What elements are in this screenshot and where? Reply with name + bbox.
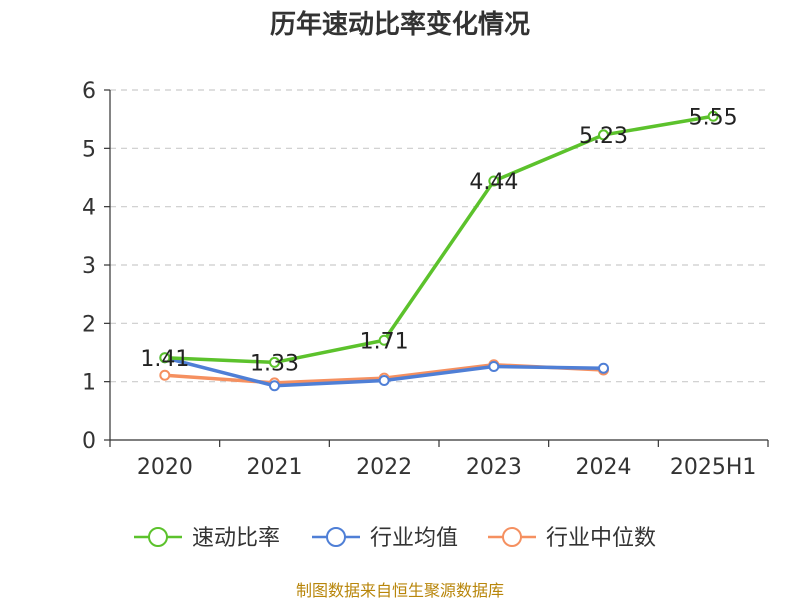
y-tick-label: 0: [82, 429, 96, 454]
axes: 0 1 2 3 4 5 6 2020 2021 2022 2023 2024 2025H1: [82, 79, 769, 480]
x-tick-label: 2023: [466, 455, 522, 480]
data-point: [598, 362, 609, 374]
data-point: [488, 175, 500, 187]
data-label: 1.41: [140, 347, 189, 372]
chart-title: 历年速动比率变化情况: [270, 9, 530, 40]
grid-lines: [110, 89, 768, 383]
data-point: [378, 334, 390, 346]
series-line-0: [164, 114, 714, 365]
y-tick-label: 4: [82, 196, 96, 221]
legend-marker: [148, 527, 168, 547]
data-label: 1.33: [250, 351, 299, 376]
data-point: [378, 375, 390, 386]
legend-label: 行业中位数: [546, 526, 656, 551]
legend-marker: [326, 527, 346, 547]
data-point: [488, 361, 500, 372]
y-tick-label: 2: [82, 312, 96, 337]
data-point: [159, 369, 171, 381]
y-tick-label: 6: [82, 79, 96, 104]
series-layer: [159, 110, 719, 392]
data-label: 5.55: [689, 105, 738, 130]
source-note: 制图数据来自恒生聚源数据库: [296, 581, 504, 600]
x-tick-label: 2020: [137, 455, 193, 480]
data-point: [269, 380, 280, 392]
data-point: [269, 356, 280, 368]
data-labels: 1.41 1.33 1.71 4.44 5.23 5.55: [140, 105, 737, 376]
legend: 速动比率 行业均值 行业中位数: [134, 526, 656, 551]
y-tick-label: 5: [82, 137, 96, 162]
legend-label: 速动比率: [192, 526, 280, 551]
data-point: [707, 110, 719, 122]
y-tick-label: 1: [82, 371, 96, 396]
x-tick-label: 2024: [576, 455, 632, 480]
legend-marker: [502, 527, 522, 547]
x-tick-label: 2022: [356, 455, 412, 480]
y-tick-label: 3: [82, 254, 96, 279]
x-tick-label: 2025H1: [670, 455, 757, 480]
x-tick-label: 2021: [247, 455, 303, 480]
legend-label: 行业均值: [370, 526, 458, 551]
data-point: [598, 129, 609, 141]
data-point: [159, 352, 171, 364]
data-label: 5.23: [579, 124, 628, 149]
data-label: 1.71: [360, 329, 409, 354]
data-label: 4.44: [469, 170, 518, 195]
